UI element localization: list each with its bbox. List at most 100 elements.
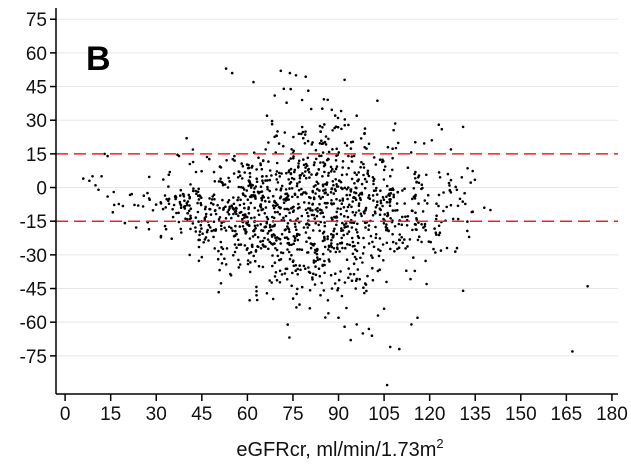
data-point (300, 285, 304, 289)
data-point (266, 232, 270, 235)
data-point (322, 189, 325, 192)
data-point (422, 226, 425, 229)
data-point (386, 211, 390, 215)
data-point (362, 246, 366, 249)
data-point (226, 186, 230, 189)
data-point (311, 189, 315, 193)
data-point (371, 214, 375, 217)
data-point (341, 199, 345, 202)
data-point (290, 243, 293, 247)
data-point (392, 193, 396, 197)
data-point (288, 257, 292, 261)
data-point (218, 216, 222, 219)
data-point (341, 229, 345, 232)
data-point (299, 174, 303, 177)
data-point (182, 195, 186, 198)
data-point (236, 176, 240, 179)
data-point (241, 192, 245, 195)
data-point (289, 172, 293, 175)
data-point (230, 226, 233, 230)
data-point (266, 217, 270, 221)
data-point (241, 217, 244, 221)
data-point (224, 229, 228, 232)
data-point (346, 225, 350, 228)
data-point (401, 189, 404, 192)
data-point (306, 226, 310, 229)
data-point (297, 132, 301, 136)
data-point (355, 323, 359, 326)
data-point (189, 214, 192, 218)
data-point (316, 206, 319, 210)
data-point (405, 224, 409, 227)
data-point (154, 203, 158, 206)
data-point (238, 263, 242, 266)
data-point (212, 170, 216, 174)
data-point (417, 176, 420, 179)
data-point (381, 204, 384, 208)
data-point (317, 168, 321, 171)
data-point (248, 299, 251, 302)
data-point (282, 201, 286, 204)
data-point (361, 261, 364, 264)
data-point (248, 270, 252, 274)
data-point (489, 208, 492, 212)
data-point (189, 227, 192, 231)
data-point (198, 230, 202, 233)
data-point (186, 218, 189, 221)
data-point (394, 146, 398, 150)
data-point (355, 173, 359, 177)
data-point (346, 205, 350, 209)
data-point (255, 290, 258, 293)
data-point (288, 230, 291, 234)
data-point (232, 208, 236, 211)
data-point (256, 235, 260, 239)
data-point (349, 147, 353, 150)
data-point (388, 345, 392, 349)
data-point (259, 190, 262, 194)
data-point (338, 250, 341, 253)
data-point (338, 242, 342, 245)
limits-of-agreement (56, 153, 618, 222)
data-points (82, 67, 589, 387)
data-point (273, 210, 277, 214)
data-point (233, 250, 237, 254)
data-point (186, 200, 190, 203)
data-point (320, 142, 324, 146)
data-point (274, 247, 277, 250)
data-point (196, 190, 200, 193)
data-point (352, 272, 356, 276)
data-point (316, 187, 319, 191)
data-point (123, 221, 127, 225)
data-point (382, 159, 385, 163)
data-point (404, 247, 407, 250)
data-point (340, 294, 344, 298)
data-point (282, 198, 286, 201)
data-point (326, 237, 329, 241)
data-point (296, 238, 300, 242)
x-tick-label: 60 (237, 404, 258, 425)
data-point (295, 228, 298, 231)
data-point (425, 173, 428, 177)
data-point (348, 193, 352, 197)
data-point (379, 201, 383, 205)
data-point (197, 245, 201, 249)
data-point (200, 169, 203, 173)
data-point (244, 230, 247, 233)
data-point (391, 232, 394, 236)
data-point (420, 240, 423, 244)
data-point (223, 183, 227, 186)
data-point (301, 130, 305, 134)
data-point (467, 235, 471, 239)
data-point (250, 216, 253, 220)
data-point (373, 210, 377, 213)
data-point (371, 256, 374, 260)
data-point (350, 205, 353, 209)
data-point (288, 71, 292, 75)
data-point (381, 243, 385, 246)
data-point (326, 98, 330, 102)
data-point (389, 174, 392, 178)
data-point (398, 347, 401, 351)
data-point (303, 201, 306, 204)
data-point (312, 244, 315, 247)
data-point (330, 187, 334, 190)
